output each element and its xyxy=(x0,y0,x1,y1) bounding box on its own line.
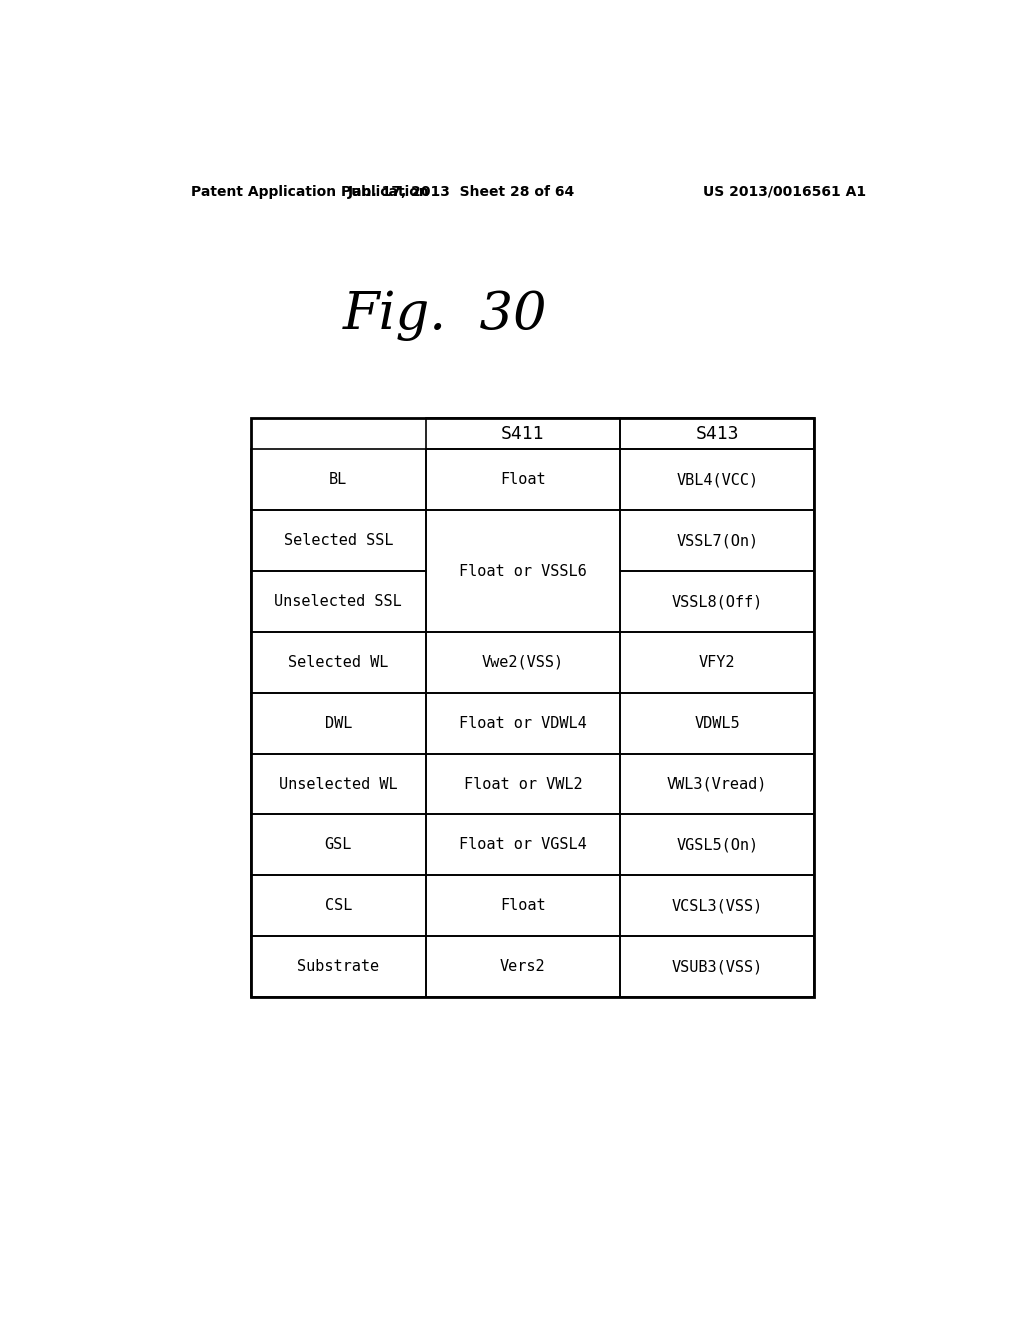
Text: VCSL3(VSS): VCSL3(VSS) xyxy=(672,898,763,913)
Text: S411: S411 xyxy=(501,425,545,442)
Text: Float or VSSL6: Float or VSSL6 xyxy=(459,564,587,578)
Bar xyxy=(251,511,426,572)
Text: Substrate: Substrate xyxy=(297,960,379,974)
Text: GSL: GSL xyxy=(325,837,352,853)
Bar xyxy=(620,875,814,936)
Bar xyxy=(620,936,814,997)
Text: VFY2: VFY2 xyxy=(699,655,735,669)
Text: Jan. 17, 2013  Sheet 28 of 64: Jan. 17, 2013 Sheet 28 of 64 xyxy=(348,185,574,199)
Bar xyxy=(426,814,621,875)
Text: Fig.  30: Fig. 30 xyxy=(343,290,548,342)
Bar xyxy=(620,632,814,693)
Text: Float or VWL2: Float or VWL2 xyxy=(464,776,582,792)
Text: VBL4(VCC): VBL4(VCC) xyxy=(676,473,759,487)
Text: BL: BL xyxy=(329,473,347,487)
Text: VSSL7(On): VSSL7(On) xyxy=(676,533,759,548)
Text: Unselected SSL: Unselected SSL xyxy=(274,594,402,609)
Bar xyxy=(620,693,814,754)
Bar xyxy=(251,572,426,632)
Bar xyxy=(620,417,814,449)
Bar xyxy=(426,449,621,511)
Text: Selected SSL: Selected SSL xyxy=(284,533,393,548)
Text: Float: Float xyxy=(500,473,546,487)
Bar xyxy=(251,449,426,511)
Text: Selected WL: Selected WL xyxy=(288,655,388,669)
Text: VSUB3(VSS): VSUB3(VSS) xyxy=(672,960,763,974)
Bar xyxy=(426,875,621,936)
Bar xyxy=(251,875,426,936)
Bar xyxy=(620,572,814,632)
Text: Unselected WL: Unselected WL xyxy=(279,776,397,792)
Text: Float or VGSL4: Float or VGSL4 xyxy=(459,837,587,853)
Bar xyxy=(426,936,621,997)
Bar xyxy=(620,449,814,511)
Text: Float or VDWL4: Float or VDWL4 xyxy=(459,715,587,731)
Text: Vwe2(VSS): Vwe2(VSS) xyxy=(481,655,564,669)
Bar xyxy=(426,632,621,693)
Text: CSL: CSL xyxy=(325,898,352,913)
Bar xyxy=(251,814,426,875)
Text: Float: Float xyxy=(500,898,546,913)
Bar xyxy=(426,417,621,449)
Bar xyxy=(620,814,814,875)
Text: S413: S413 xyxy=(695,425,739,442)
Text: Patent Application Publication: Patent Application Publication xyxy=(191,185,429,199)
Bar xyxy=(426,511,621,632)
Text: VWL3(Vread): VWL3(Vread) xyxy=(667,776,767,792)
Text: VSSL8(Off): VSSL8(Off) xyxy=(672,594,763,609)
Text: Vers2: Vers2 xyxy=(500,960,546,974)
Text: VDWL5: VDWL5 xyxy=(694,715,740,731)
Bar xyxy=(251,693,426,754)
Text: VGSL5(On): VGSL5(On) xyxy=(676,837,759,853)
Bar xyxy=(620,511,814,572)
Bar xyxy=(251,754,426,814)
Bar xyxy=(251,936,426,997)
Text: US 2013/0016561 A1: US 2013/0016561 A1 xyxy=(702,185,866,199)
Bar xyxy=(620,754,814,814)
Bar xyxy=(251,417,814,997)
Bar xyxy=(251,632,426,693)
Bar xyxy=(426,693,621,754)
Bar xyxy=(426,754,621,814)
Text: DWL: DWL xyxy=(325,715,352,731)
